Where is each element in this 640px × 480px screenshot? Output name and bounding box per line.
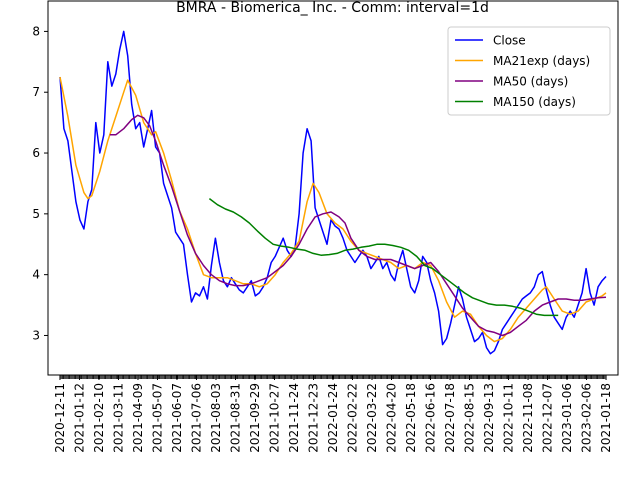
x-tick-label: 2021-10-27 xyxy=(267,383,281,453)
x-tick-label: 2021-04-09 xyxy=(131,383,145,453)
x-tick-label: 2021-08-03 xyxy=(209,383,223,453)
legend-label: MA21exp (days) xyxy=(493,54,590,68)
x-tick-label: 2021-01-12 xyxy=(72,383,86,453)
x-tick: 2022-07-18 xyxy=(443,375,457,453)
y-tick-label: 6 xyxy=(32,146,40,160)
legend-label: Close xyxy=(493,34,526,48)
series-line-close xyxy=(59,30,607,355)
x-tick: 2023-02-06 xyxy=(580,375,594,453)
x-tick-label: 2022-10-11 xyxy=(502,383,516,453)
x-tick: 2023-01-06 xyxy=(560,375,574,453)
x-tick: 2021-04-09 xyxy=(131,375,145,453)
legend-label: MA50 (days) xyxy=(493,75,568,89)
legend-entry: Close xyxy=(455,34,526,48)
x-tick: 2021-03-11 xyxy=(111,375,125,453)
chart-title: BMRA - Biomerica_ Inc. - Comm: interval=… xyxy=(176,0,489,16)
x-tick-label: 2022-05-18 xyxy=(404,383,418,453)
y-tick-label: 4 xyxy=(32,268,40,282)
series-line-ma150-days xyxy=(208,198,559,317)
x-tick-label: 2021-03-11 xyxy=(111,383,125,453)
y-axis: 3 4 5 6 7 8 xyxy=(32,24,48,342)
x-tick: 2021-01-18 xyxy=(599,375,613,453)
series-line-ma21exp-days xyxy=(59,76,607,343)
x-tick-label: 2022-02-22 xyxy=(346,383,360,453)
x-tick: 2022-03-22 xyxy=(365,375,379,453)
x-tick: 2022-10-11 xyxy=(502,375,516,453)
legend: Close MA21exp (days) MA50 (days) MA150 (day… xyxy=(447,26,611,116)
y-tick-label: 8 xyxy=(32,24,40,38)
legend-box xyxy=(447,26,611,116)
x-tick-label: 2021-02-10 xyxy=(92,383,106,453)
x-tick: 2021-12-23 xyxy=(306,375,320,453)
x-tick-label: 2021-01-18 xyxy=(599,383,613,453)
x-tick: 2021-07-06 xyxy=(189,375,203,453)
x-tick: 2021-05-07 xyxy=(150,375,164,453)
x-tick-label: 2021-09-29 xyxy=(248,383,262,453)
x-tick: 2021-06-07 xyxy=(170,375,184,453)
y-tick-label: 7 xyxy=(32,85,40,99)
series-line-ma50-days xyxy=(109,114,607,337)
x-tick-label: 2023-01-06 xyxy=(560,383,574,453)
x-tick: 2022-12-07 xyxy=(541,375,555,453)
legend-entry: MA150 (days) xyxy=(455,95,576,109)
x-tick-label: 2022-06-16 xyxy=(424,383,438,453)
x-tick: 2022-11-08 xyxy=(521,375,535,453)
x-tick-label: 2022-12-07 xyxy=(541,383,555,453)
x-tick-label: 2022-01-24 xyxy=(326,383,340,453)
x-tick: 2022-09-13 xyxy=(482,375,496,453)
x-tick: 2022-02-22 xyxy=(346,375,360,453)
x-tick-label: 2022-03-22 xyxy=(365,383,379,453)
x-tick-label: 2021-06-07 xyxy=(170,383,184,453)
x-tick: 2022-04-20 xyxy=(385,375,399,453)
x-tick: 2022-05-18 xyxy=(404,375,418,453)
x-tick: 2022-06-16 xyxy=(424,375,438,453)
x-tick-label: 2023-02-06 xyxy=(580,383,594,453)
x-tick-label: 2021-08-31 xyxy=(228,383,242,453)
y-tick-label: 5 xyxy=(32,207,40,221)
x-tick-label: 2022-11-08 xyxy=(521,383,535,453)
legend-entry: MA50 (days) xyxy=(455,75,568,89)
x-tick: 2021-10-27 xyxy=(267,375,281,453)
x-tick: 2021-11-24 xyxy=(287,375,301,453)
x-tick-label: 2022-09-13 xyxy=(482,383,496,453)
x-tick: 2022-01-24 xyxy=(326,375,340,453)
x-axis: 2020-12-11 2021-01-12 2021-02-10 2021-03-11… xyxy=(53,375,613,453)
series-layer xyxy=(59,30,607,355)
legend-entry: MA21exp (days) xyxy=(455,54,590,68)
x-tick-label: 2021-11-24 xyxy=(287,383,301,453)
x-tick-label: 2022-08-15 xyxy=(463,383,477,453)
x-tick: 2021-09-29 xyxy=(248,375,262,453)
x-tick-label: 2021-12-23 xyxy=(306,383,320,453)
legend-label: MA150 (days) xyxy=(493,95,576,109)
x-tick-label: 2022-07-18 xyxy=(443,383,457,453)
y-tick-label: 3 xyxy=(32,328,40,342)
x-tick-label: 2021-07-06 xyxy=(189,383,203,453)
x-tick: 2021-08-31 xyxy=(228,375,242,453)
x-tick: 2022-08-15 xyxy=(463,375,477,453)
x-tick: 2021-02-10 xyxy=(92,375,106,453)
x-tick-label: 2021-05-07 xyxy=(150,383,164,453)
x-tick-label: 2020-12-11 xyxy=(53,383,67,453)
x-tick: 2021-01-12 xyxy=(72,375,86,453)
x-tick: 2020-12-11 xyxy=(53,375,67,453)
x-tick-label: 2022-04-20 xyxy=(385,383,399,453)
x-tick: 2021-08-03 xyxy=(209,375,223,453)
